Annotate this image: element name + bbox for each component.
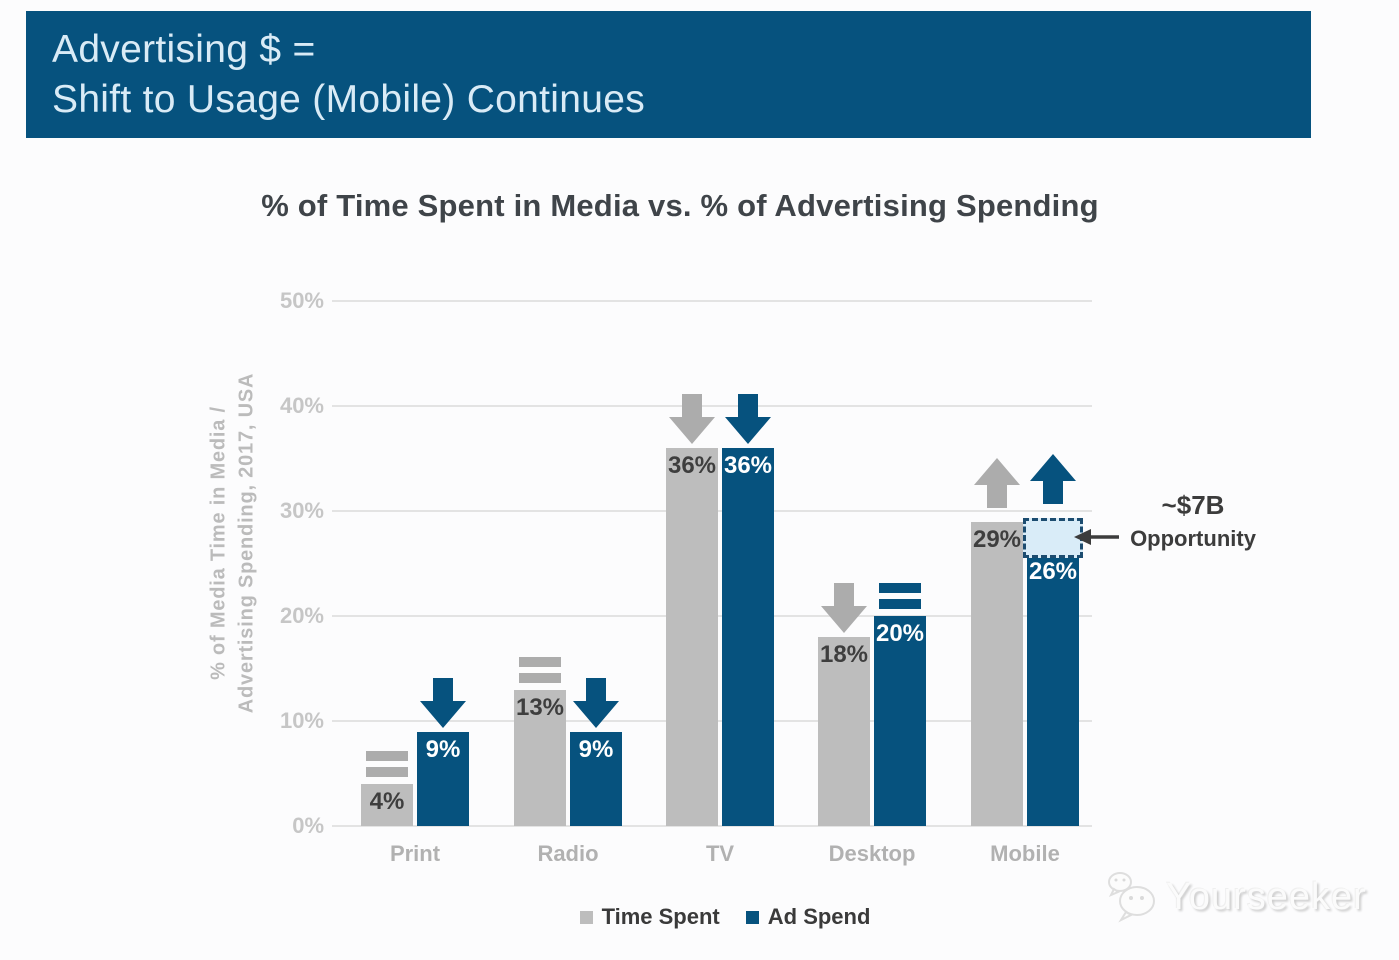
down-arrow-icon: [420, 677, 466, 728]
bar-value-label: 18%: [819, 641, 869, 668]
y-tick-label: 50%: [279, 288, 324, 313]
bar-desktop-ad-spend: [874, 616, 926, 826]
bar-value-label: 29%: [972, 525, 1022, 553]
bar-value-label: 36%: [723, 452, 773, 479]
category-label-desktop: Desktop: [828, 841, 916, 866]
gridline: [332, 405, 1092, 407]
bar-value-label: 26%: [1028, 558, 1078, 585]
bar-value-label: 9%: [425, 735, 461, 763]
bar-radio-ad-spend: [570, 731, 622, 826]
y-tick-label: 40%: [279, 393, 324, 418]
category-label-print: Print: [389, 841, 441, 866]
category-label-mobile: Mobile: [990, 841, 1060, 866]
bar-value-label: 36%: [667, 452, 717, 479]
bar-value-label: 9%: [578, 735, 614, 763]
chat-bubbles-logo-icon: [1108, 872, 1155, 923]
bar-mobile-ad-spend: [1027, 553, 1079, 826]
down-arrow-icon: [573, 677, 619, 728]
bar-radio-time-spent: [514, 689, 566, 826]
category-label-radio: Radio: [537, 841, 599, 866]
bar-desktop-time-spent: [818, 637, 870, 826]
y-tick-label: 30%: [279, 498, 324, 523]
equals-icon: [879, 583, 921, 609]
down-arrow-icon: [669, 394, 715, 444]
down-arrow-icon: [725, 394, 771, 444]
equals-icon: [366, 751, 408, 777]
y-tick-label: 0%: [292, 813, 324, 838]
up-arrow-icon: [974, 457, 1020, 508]
header-title-line2: Shift to Usage (Mobile) Continues: [52, 77, 646, 121]
header-title-line1: Advertising $ =: [52, 28, 316, 71]
bar-tv-time-spent: [666, 448, 718, 826]
gridline: [332, 300, 1092, 302]
up-arrow-icon: [1030, 453, 1076, 504]
opportunity-annotation: ~$7B Opportunity: [1118, 490, 1268, 552]
legend-label-time-spent: Time Spent: [601, 904, 720, 929]
ad-spend-swatch: [745, 910, 759, 924]
bar-print-time-spent: [361, 784, 413, 826]
legend-label-ad-spend: Ad Spend: [767, 904, 871, 929]
time-spent-swatch: [579, 910, 593, 924]
y-tick-label: 10%: [279, 708, 324, 733]
chart-title: % of Time Spent in Media vs. % of Advert…: [261, 188, 1099, 223]
chart-legend: Time Spent Ad Spend: [560, 904, 890, 930]
bar-tv-ad-spend: [722, 448, 774, 826]
bar-value-label: 4%: [369, 788, 405, 815]
bar-print-ad-spend: [417, 731, 469, 826]
opportunity-amount: ~$7B: [1161, 490, 1225, 520]
watermark: Yourseeker: [1106, 870, 1367, 924]
gridline: [332, 825, 1092, 827]
left-arrow-icon: [1074, 529, 1119, 545]
bar-value-label: 20%: [875, 620, 925, 647]
equals-icon: [519, 656, 561, 683]
opportunity-gap-box: [1023, 517, 1083, 558]
y-tick-label: 20%: [279, 603, 324, 628]
category-label-tv: TV: [705, 841, 735, 866]
bar-value-label: 13%: [515, 693, 565, 721]
opportunity-label: Opportunity: [1130, 526, 1256, 551]
legend-item-ad-spend: Ad Spend: [745, 904, 871, 930]
legend-item-time-spent: Time Spent: [579, 904, 720, 930]
slide-header: Advertising $ = Shift to Usage (Mobile) …: [26, 11, 1311, 138]
bar-mobile-time-spent: [971, 521, 1023, 826]
watermark-text: Yourseeker: [1166, 875, 1367, 918]
down-arrow-icon: [821, 583, 867, 633]
